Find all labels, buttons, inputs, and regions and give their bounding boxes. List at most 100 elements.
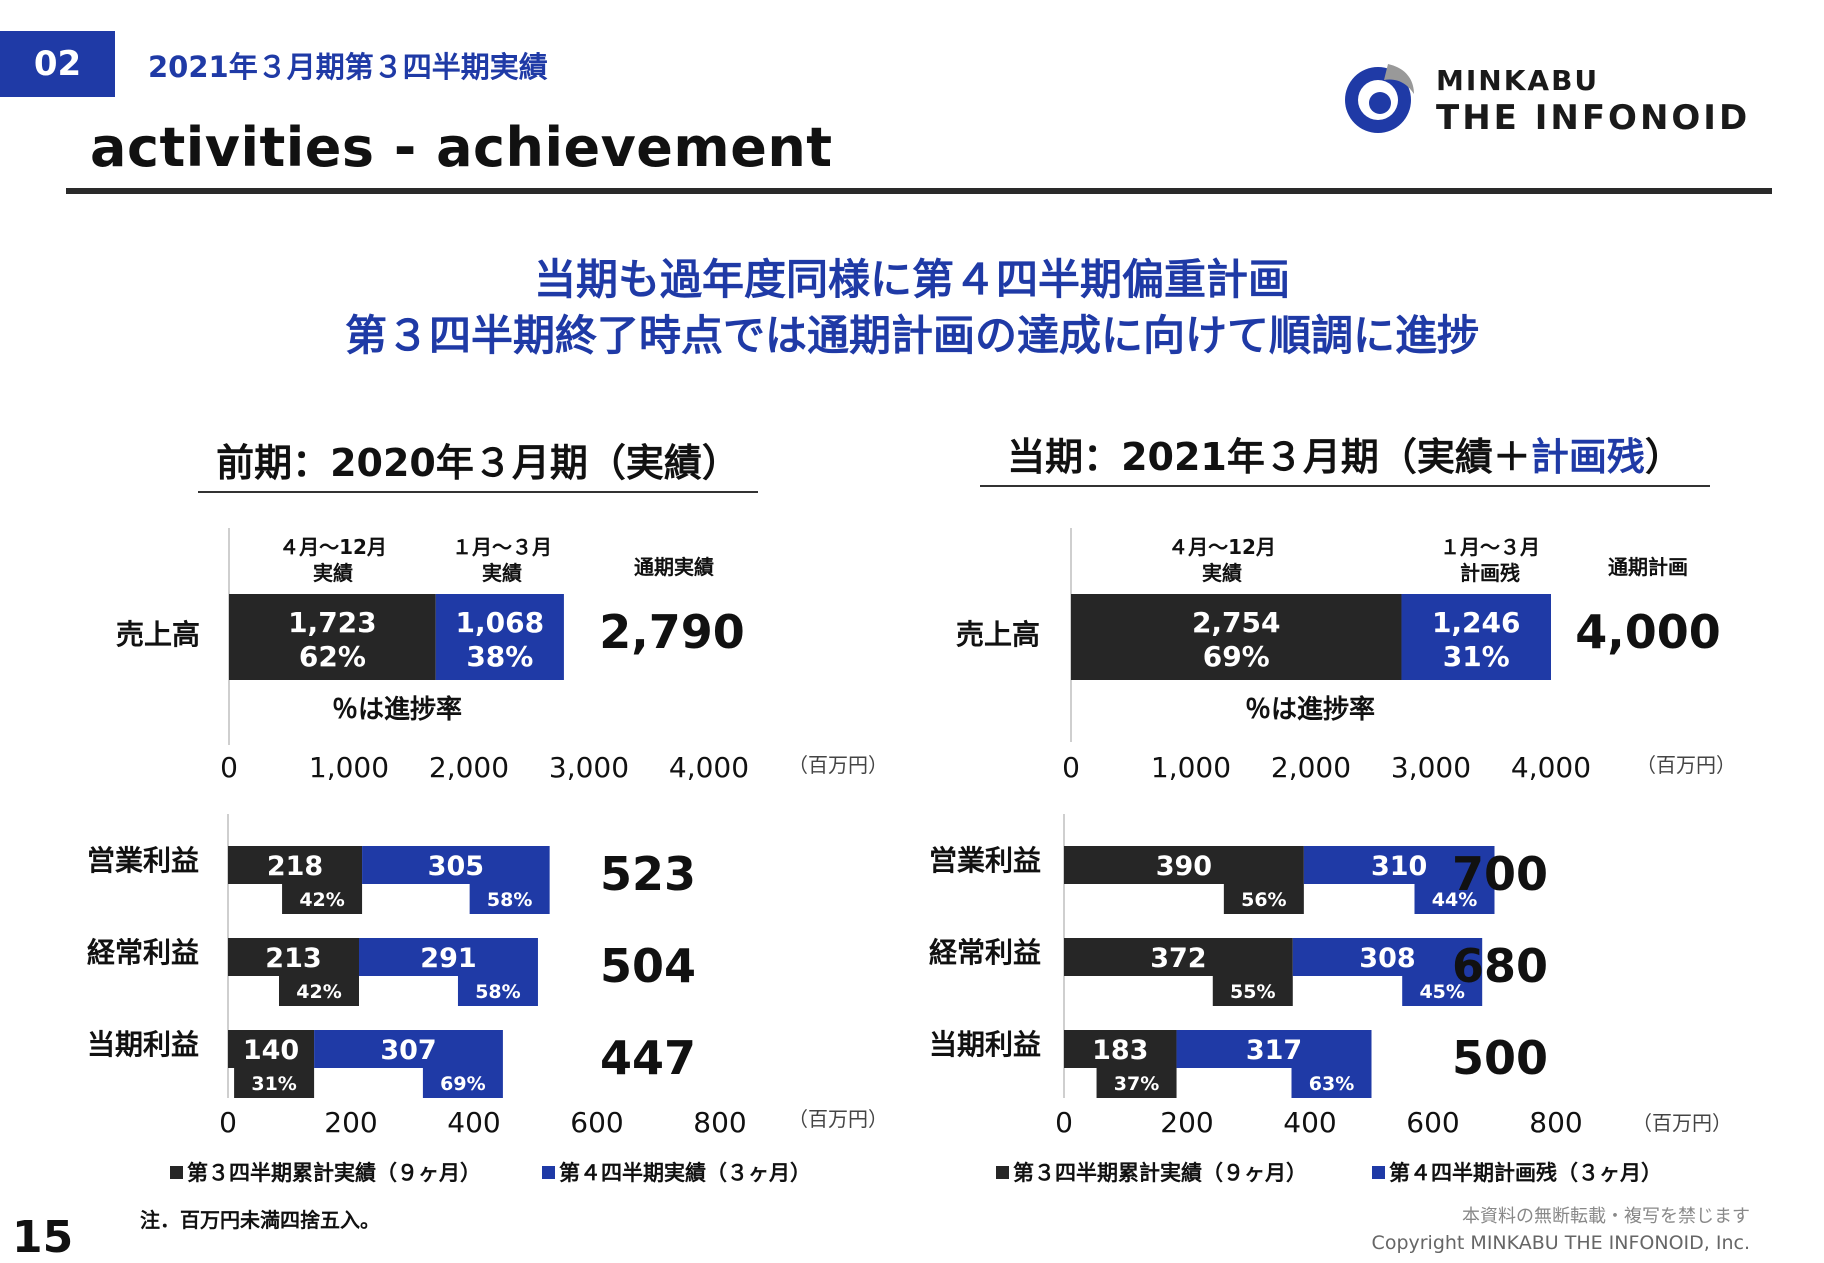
- rev0-bar-pct: 62%: [299, 640, 366, 673]
- rev0-bar-pct: 38%: [466, 640, 533, 673]
- prof1-pct-box: [1291, 1068, 1372, 1098]
- rev1-category-label: 売上高: [956, 618, 1040, 651]
- prof1-unit-label: （百万円）: [1632, 1111, 1732, 1135]
- rev0-bar-value: 1,068: [456, 606, 545, 639]
- current-heading-highlight: 計画残: [1530, 435, 1645, 479]
- rev1-column-label: ４月〜12月: [1168, 535, 1276, 559]
- rev1-bar-value: 2,754: [1192, 606, 1281, 639]
- section-title: 2021年３月期第３四半期実績: [148, 50, 548, 84]
- legend-swatch-dark: [996, 1166, 1009, 1179]
- title-divider: [66, 188, 1772, 194]
- prof0-category-label: 当期利益: [87, 1028, 199, 1061]
- copyright: Copyright MINKABU THE INFONOID, Inc.: [1371, 1232, 1750, 1254]
- legend-swatch-blue: [1372, 1166, 1385, 1179]
- rev1-bar-pct: 31%: [1443, 640, 1510, 673]
- rev0-category-label: 売上高: [116, 618, 200, 651]
- prof0-tick-label: 0: [219, 1106, 237, 1139]
- prof0-pct-box: [234, 1068, 315, 1098]
- prof1-pct-box: [1223, 884, 1304, 914]
- rev1-column-label: 計画残: [1460, 561, 1520, 585]
- prof1-bar-value: 390: [1156, 851, 1212, 882]
- prof0-bar-value: 213: [265, 943, 321, 974]
- prof0-category-label: 営業利益: [87, 844, 199, 877]
- headline-line2: 第３四半期終了時点では通期計画の達成に向けて順調に進捗: [344, 311, 1479, 360]
- rev0-tick-label: 2,000: [429, 751, 509, 784]
- legend-cur-q4-label: 第４四半期計画残（３ヶ月）: [1389, 1161, 1662, 1185]
- rev0-column-label: ４月〜12月: [279, 535, 387, 559]
- prof1-pct-box: [1402, 976, 1483, 1006]
- legend-cur-q4: 第４四半期計画残（３ヶ月）: [1372, 1157, 1662, 1187]
- rev1-column-label: 実績: [1202, 561, 1242, 585]
- prof0-bar-seg-0: [228, 938, 359, 976]
- prof0-bar-value: 305: [428, 851, 484, 882]
- rev1-column-label: １月〜３月: [1440, 535, 1540, 559]
- rev0-column-label: 実績: [482, 561, 522, 585]
- legend-prev-q4: 第４四半期実績（３ヶ月）: [542, 1157, 811, 1187]
- rev0-column-label: 実績: [313, 561, 353, 585]
- prof1-bar-value: 183: [1092, 1035, 1148, 1066]
- prof1-tick-label: 400: [1283, 1106, 1336, 1139]
- legend-cur-q3-label: 第３四半期累計実績（９ヶ月）: [1013, 1161, 1307, 1185]
- prof1-bar-seg-0: [1064, 938, 1293, 976]
- legend-swatch-blue: [542, 1166, 555, 1179]
- rev0-bar-seg-1: [435, 594, 564, 680]
- rev1-bar-seg-1: [1401, 594, 1551, 680]
- logo-text-line2: THE INFONOID: [1436, 98, 1751, 138]
- prof1-bar-seg-1: [1292, 938, 1483, 976]
- prof0-category-label: 経常利益: [87, 936, 199, 969]
- prof0-bar-value: 140: [243, 1035, 299, 1066]
- rev1-tick-label: 0: [1062, 751, 1080, 784]
- prof1-bar-pct: 45%: [1419, 981, 1464, 1003]
- page-number: 15: [12, 1212, 74, 1263]
- prof1-bar-seg-1: [1176, 1030, 1372, 1068]
- prof0-bar-pct: 69%: [440, 1073, 485, 1095]
- prof1-bar-seg-1: [1303, 846, 1495, 884]
- footnote: 注．百万円未満四捨五入。: [140, 1208, 380, 1232]
- prev-period-heading: 前期：2020年３月期（実績）: [198, 432, 758, 493]
- prof0-tick-label: 400: [447, 1106, 500, 1139]
- rev0-tick-label: 0: [220, 751, 238, 784]
- section-number-badge: 02: [0, 31, 115, 97]
- prof0-tick-label: 600: [570, 1106, 623, 1139]
- prof0-bar-pct: 42%: [299, 889, 344, 911]
- prof1-total-value: 500: [1452, 1031, 1548, 1085]
- prof0-pct-box: [422, 1068, 503, 1098]
- prof1-tick-label: 600: [1406, 1106, 1459, 1139]
- prof0-tick-label: 200: [324, 1106, 377, 1139]
- prof0-bar-seg-1: [358, 938, 538, 976]
- prof1-bar-pct: 63%: [1309, 1073, 1354, 1095]
- logo-text-line1: MINKABU: [1436, 64, 1600, 97]
- rev1-bar-seg-0: [1071, 594, 1402, 680]
- prof1-bar-pct: 56%: [1241, 889, 1286, 911]
- rev0-bar-seg-0: [229, 594, 436, 680]
- legend-cur-q3: 第３四半期累計実績（９ヶ月）: [996, 1157, 1307, 1187]
- rev1-tick-label: 2,000: [1271, 751, 1351, 784]
- rev1-bar-value: 1,246: [1432, 606, 1521, 639]
- prof1-category-label: 当期利益: [929, 1028, 1041, 1061]
- legend-prev-q4-label: 第４四半期実績（３ヶ月）: [559, 1161, 811, 1185]
- rev0-total-value: 2,790: [599, 605, 745, 659]
- copy-notice: 本資料の無断転載・複写を禁じます: [1462, 1206, 1750, 1227]
- rev1-tick-label: 1,000: [1151, 751, 1231, 784]
- prof1-total-value: 680: [1452, 939, 1548, 993]
- prof1-category-label: 経常利益: [929, 936, 1041, 969]
- prof0-pct-box: [469, 884, 550, 914]
- current-heading-suffix: ）: [1644, 435, 1683, 479]
- prof0-bar-seg-0: [228, 1030, 315, 1068]
- rev0-column-label: １月〜３月: [452, 535, 552, 559]
- rev1-tick-label: 4,000: [1511, 751, 1591, 784]
- rev1-tick-label: 3,000: [1391, 751, 1471, 784]
- legend-prev-q3-label: 第３四半期累計実績（９ヶ月）: [187, 1161, 481, 1185]
- rev0-unit-label: （百万円）: [788, 753, 888, 777]
- prof0-bar-pct: 58%: [487, 889, 532, 911]
- prof0-pct-box: [457, 976, 538, 1006]
- rev0-progress-note: ％は進捗率: [332, 694, 462, 725]
- rev0-tick-label: 3,000: [549, 751, 629, 784]
- prof1-bar-pct: 44%: [1432, 889, 1477, 911]
- prof1-bar-seg-0: [1064, 1030, 1177, 1068]
- prof0-bar-seg-1: [362, 846, 550, 884]
- prof1-bar-value: 308: [1359, 943, 1415, 974]
- prof1-bar-value: 317: [1246, 1035, 1302, 1066]
- prof0-bar-seg-1: [314, 1030, 503, 1068]
- prof0-total-value: 447: [600, 1031, 696, 1085]
